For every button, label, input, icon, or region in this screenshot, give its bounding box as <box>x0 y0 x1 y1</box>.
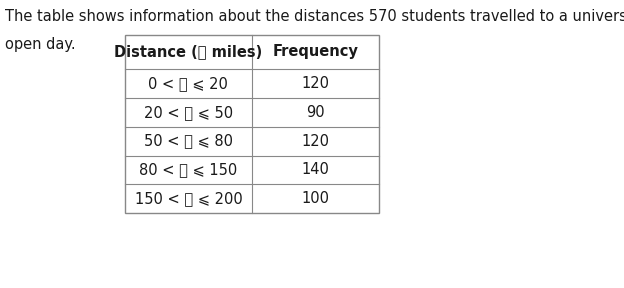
Text: 100: 100 <box>301 191 329 206</box>
Text: 80 < 𝒹 ⩽ 150: 80 < 𝒹 ⩽ 150 <box>139 162 238 177</box>
Text: The table shows information about the distances 570 students travelled to a univ: The table shows information about the di… <box>4 9 624 24</box>
Text: 140: 140 <box>301 162 329 177</box>
Text: open day.: open day. <box>4 37 76 52</box>
Text: 150 < 𝒹 ⩽ 200: 150 < 𝒹 ⩽ 200 <box>135 191 242 206</box>
Text: 90: 90 <box>306 105 325 120</box>
Text: 120: 120 <box>301 134 329 149</box>
Text: Distance (𝒹 miles): Distance (𝒹 miles) <box>114 44 263 59</box>
Text: 50 < 𝒹 ⩽ 80: 50 < 𝒹 ⩽ 80 <box>144 134 233 149</box>
Text: 0 < 𝒹 ⩽ 20: 0 < 𝒹 ⩽ 20 <box>149 76 228 91</box>
Text: 120: 120 <box>301 76 329 91</box>
Text: Frequency: Frequency <box>273 44 359 59</box>
Text: 20 < 𝒹 ⩽ 50: 20 < 𝒹 ⩽ 50 <box>144 105 233 120</box>
